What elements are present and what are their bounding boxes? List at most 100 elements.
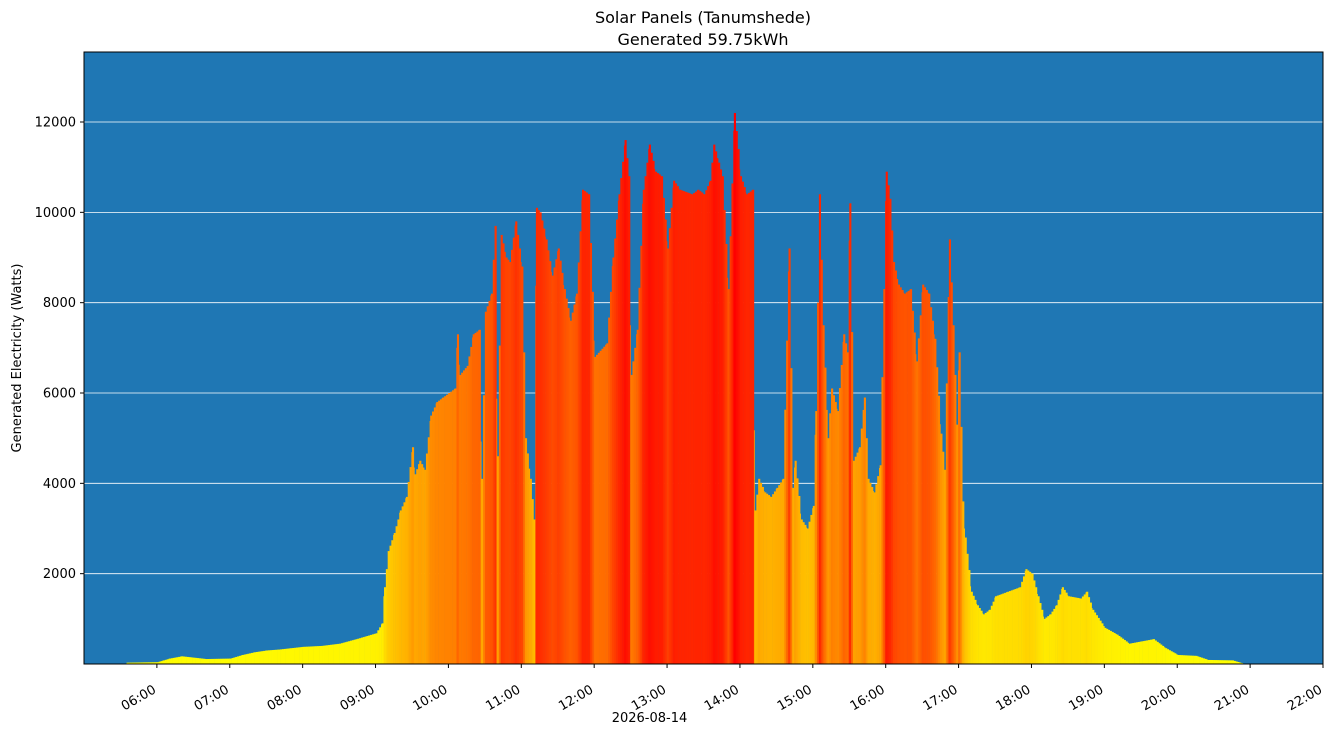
bar [1207,659,1210,664]
bar [903,292,905,664]
bar [915,354,917,664]
bar [445,394,449,664]
bar [737,149,740,665]
bar [448,393,451,664]
bar [1216,660,1219,664]
bar [335,644,338,664]
bar [708,182,710,664]
bar [486,306,489,664]
bar [1014,589,1017,664]
x-tick-label: 17:00 [921,682,961,714]
bar [377,630,380,664]
bar [1195,655,1198,664]
bar [1172,652,1175,664]
bar [391,540,394,664]
bar [591,291,594,664]
bar [1005,592,1008,664]
bar [1130,643,1133,664]
bar [1009,591,1012,664]
bar [681,190,684,664]
bar [1037,596,1040,664]
bar [764,492,767,664]
bar [422,467,425,664]
bar [557,251,559,664]
bar [618,194,621,664]
bar [1024,570,1026,664]
bar [1059,594,1062,664]
bar [988,610,990,664]
bar [537,210,540,664]
bar [1036,593,1038,664]
bar [381,623,384,664]
bar [407,481,410,664]
bar [144,662,147,664]
bar [862,409,865,664]
bar [188,657,191,664]
bar [200,658,203,664]
bar [1144,640,1147,664]
x-tick-label: 15:00 [775,682,815,714]
bar [1204,658,1207,664]
plot-frame [83,51,1324,665]
bar [395,526,398,664]
bar [148,662,151,664]
bar [1000,594,1003,664]
bar [834,402,837,664]
y-tick-label: 10000 [35,206,76,221]
bar [660,175,662,664]
bar [393,534,395,664]
bar [877,476,880,664]
bar [958,352,961,664]
bar [539,212,542,664]
bar [344,642,347,664]
bar [418,464,420,664]
bar [1206,659,1208,664]
bar [247,653,250,664]
bar [264,650,267,664]
bar [916,361,919,664]
bar [968,570,971,664]
bar [922,284,925,664]
bar [419,460,422,664]
bar [942,451,945,664]
bar [781,479,783,664]
bar [603,346,606,664]
bar [259,651,262,664]
bar [889,198,892,665]
bar [939,424,941,664]
bar [879,465,882,664]
bar [409,467,412,664]
bar [766,493,769,664]
bar [269,650,272,664]
bar [733,112,736,665]
bar [670,207,673,664]
bar [702,193,704,664]
bar [865,438,868,664]
bar [229,658,232,664]
bar [1087,597,1091,664]
bar [559,260,562,664]
bar [1007,591,1010,664]
bar [229,658,231,664]
bar [214,658,217,664]
bar [282,649,285,664]
bar [741,181,744,664]
bar [662,197,665,664]
bar [733,130,735,665]
bar [1106,628,1109,664]
bar [370,634,373,664]
bar [1199,657,1202,664]
bar [472,337,474,664]
bar [682,191,685,665]
bar [735,131,738,665]
bar [190,657,193,664]
bar [155,662,158,664]
bar [964,537,967,664]
bar [427,437,430,664]
bar [1156,641,1159,664]
bar [575,293,579,664]
bar [608,317,611,664]
bar [1075,597,1078,664]
bar [333,644,336,664]
x-tick-label: 09:00 [338,682,378,714]
